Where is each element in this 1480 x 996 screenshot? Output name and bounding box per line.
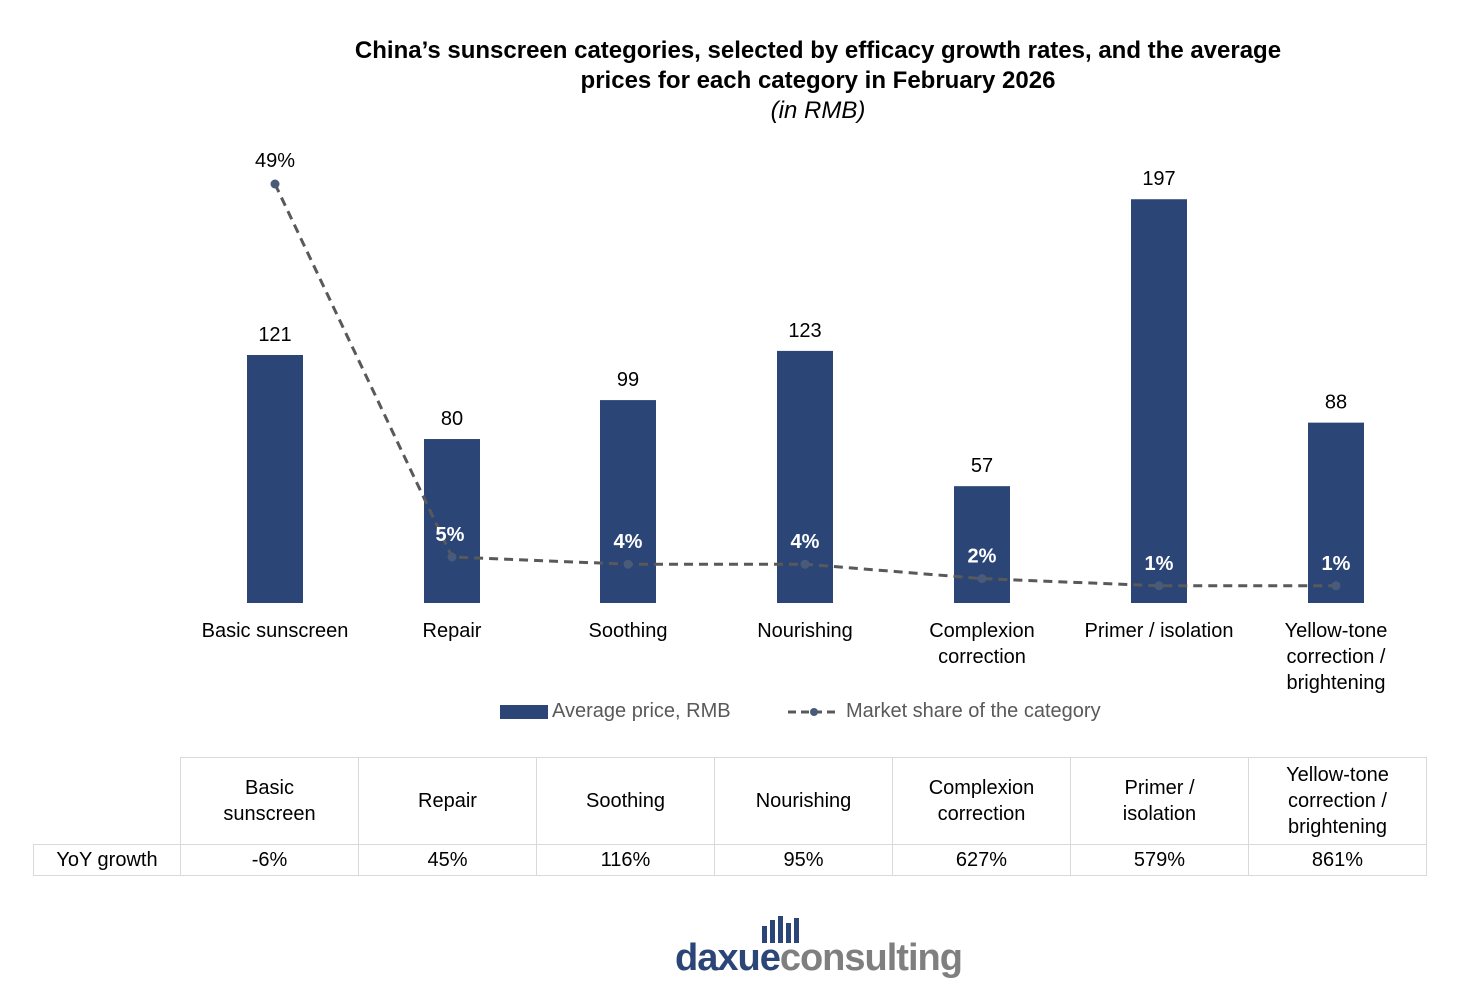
table-corner-cell [33,757,181,845]
price-data-label: 123 [788,320,821,342]
table-header-cell: Complexion correction [892,757,1071,845]
chart-legend: Average price, RMB Market share of the c… [0,700,1480,728]
chart-title: China’s sunscreen categories, selected b… [354,37,1282,94]
table-row-label: YoY growth [33,844,181,876]
share-data-label: 4% [791,531,820,553]
table-header-cell: Primer / isolation [1070,757,1249,845]
price-bar [954,486,1010,603]
category-tick-label: Primer / isolation [1085,620,1234,642]
logo-bars-icon [762,916,799,943]
share-data-label: 5% [436,524,465,546]
price-data-label: 88 [1325,392,1347,414]
share-data-label: 2% [968,546,997,568]
chart-subtitle: (in RMB) [770,97,866,124]
price-data-label: 80 [441,408,463,430]
price-data-label: 99 [617,369,639,391]
price-bar [247,355,303,603]
table-value-cell: 95% [714,844,893,876]
category-tick-label: Soothing [589,620,668,642]
price-data-label: 57 [971,455,993,477]
legend-label-share: Market share of the category [846,700,1101,722]
table-value-cell: -6% [180,844,359,876]
chart-title-block: China’s sunscreen categories, selected b… [0,36,1480,126]
table-value-cell: 861% [1248,844,1427,876]
table-header-cell: Nourishing [714,757,893,845]
logo-text-daxue: daxue [675,937,780,979]
price-bar [1308,422,1364,603]
table-header-cell: Yellow-tone correction / brightening [1248,757,1427,845]
yoy-growth-table: Basic sunscreen Repair Soothing Nourishing Co… [33,757,1427,876]
share-point [1331,581,1341,591]
share-data-label: 4% [614,531,643,553]
category-tick-label: Repair [423,620,482,642]
combo-chart: 121 80 99 123 57 197 88 49% 5% 4% 4% 2% 1% 1% Basic su… [202,150,1388,694]
table-value-cell: 116% [536,844,715,876]
legend-swatch-line [788,707,840,716]
category-tick-label: Yellow-tone correction / brightening [1285,620,1388,694]
price-data-label: 197 [1142,168,1175,190]
table-value-cell: 45% [358,844,537,876]
price-bar [424,439,480,603]
legend-swatch-bar [500,704,548,719]
category-tick-label: Complexion correction [929,620,1035,668]
category-tick-label: Nourishing [757,620,853,642]
legend-item-price: Average price, RMB [500,700,731,723]
svg-text:daxueconsulting: daxueconsulting [675,937,962,979]
table-value-cell: 627% [892,844,1071,876]
table-value-row: YoY growth -6% 45% 116% 95% 627% 579% 861% [33,844,1427,876]
share-data-label: 49% [255,150,295,172]
table-header-cell: Soothing [536,757,715,845]
share-point [623,559,633,569]
table-header-cell: Basic sunscreen [180,757,359,845]
table-header-cell: Repair [358,757,537,845]
price-bar [1131,199,1187,604]
category-tick-label: Basic sunscreen [202,620,349,642]
share-point [977,574,987,584]
price-bar [600,400,656,603]
share-point [447,552,457,562]
table-value-cell: 579% [1070,844,1249,876]
legend-item-share: Market share of the category [788,700,1101,723]
share-data-label: 1% [1145,553,1174,575]
price-data-label: 121 [258,324,291,346]
table-header-row: Basic sunscreen Repair Soothing Nourishing Co… [33,757,1427,845]
logo-text-consulting: consulting [780,937,962,979]
daxue-consulting-logo: daxueconsulting [675,916,963,979]
share-point [1154,581,1164,591]
share-point [270,179,280,189]
legend-label-price: Average price, RMB [552,700,731,722]
share-point [800,559,810,569]
share-data-label: 1% [1322,553,1351,575]
